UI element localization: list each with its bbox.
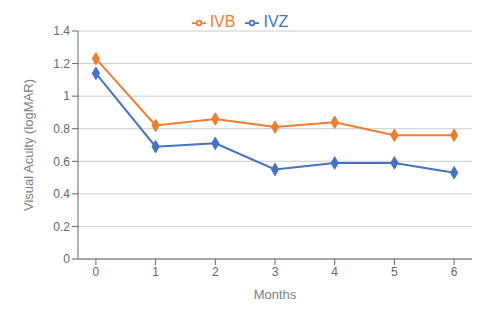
svg-text:0.4: 0.4 [53, 187, 70, 201]
html-text:IVZ: IVZ [263, 13, 289, 30]
svg-text:6: 6 [451, 265, 458, 279]
html-text:IVB: IVB [209, 13, 236, 30]
svg-text:1.4: 1.4 [53, 24, 70, 38]
svg-text:0.6: 0.6 [53, 155, 70, 169]
svg-text:0.8: 0.8 [53, 122, 70, 136]
svg-text:Visual Acuity (logMAR): Visual Acuity (logMAR) [21, 79, 36, 211]
svg-text:1: 1 [63, 89, 70, 103]
svg-text:3: 3 [272, 265, 279, 279]
svg-text:Months: Months [254, 287, 297, 302]
svg-text:4: 4 [331, 265, 338, 279]
svg-text:0.2: 0.2 [53, 220, 70, 234]
svg-text:1.2: 1.2 [53, 57, 70, 71]
svg-text:0: 0 [63, 252, 70, 266]
svg-text:0: 0 [93, 265, 100, 279]
svg-text:5: 5 [391, 265, 398, 279]
svg-text:1: 1 [152, 265, 159, 279]
svg-text:2: 2 [212, 265, 219, 279]
